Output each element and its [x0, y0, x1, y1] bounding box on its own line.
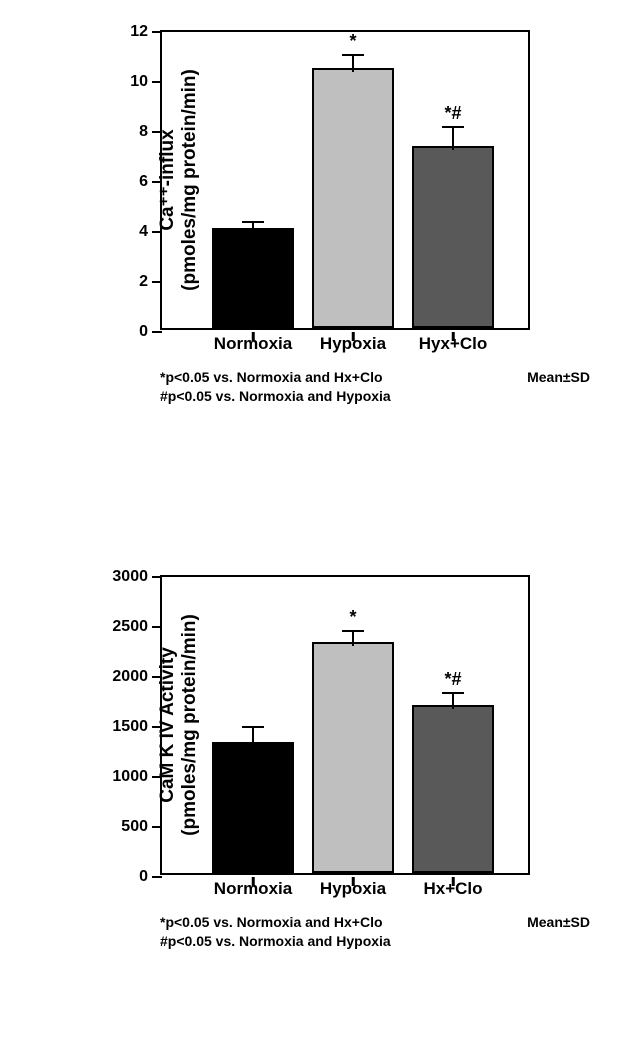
error-cap: [442, 126, 464, 128]
chart-footnotes: *p<0.05 vs. Normoxia and Hx+Clo #p<0.05 …: [160, 913, 590, 951]
error-bar: [452, 693, 454, 709]
significance-marker: *#: [444, 669, 461, 690]
chart-ca-influx: Ca⁺⁺-influx (pmoles/mg protein/min) 0246…: [50, 30, 570, 330]
chart-footnotes: *p<0.05 vs. Normoxia and Hx+Clo #p<0.05 …: [160, 368, 590, 406]
error-cap: [242, 726, 264, 728]
y-tick: [152, 826, 162, 828]
y-tick: [152, 776, 162, 778]
x-label: Hyx+Clo: [419, 334, 488, 354]
footnote-line2: #p<0.05 vs. Normoxia and Hypoxia: [160, 387, 590, 406]
y-tick: [152, 576, 162, 578]
bar: [212, 228, 294, 328]
x-label: Hx+Clo: [423, 879, 482, 899]
error-bar: [252, 727, 254, 746]
footnote-line1: *p<0.05 vs. Normoxia and Hx+Clo: [160, 913, 590, 932]
page: Ca⁺⁺-influx (pmoles/mg protein/min) 0246…: [0, 0, 623, 1050]
plot-area: 050010001500200025003000**#NormoxiaHypox…: [160, 575, 530, 875]
y-tick: [152, 31, 162, 33]
y-tick: [152, 876, 162, 878]
y-tick-label: 12: [130, 23, 148, 41]
y-tick: [152, 331, 162, 333]
bar: [412, 146, 494, 329]
y-tick-label: 0: [139, 868, 148, 886]
y-tick-label: 10: [130, 73, 148, 91]
error-cap: [442, 692, 464, 694]
y-tick-label: 4: [139, 223, 148, 241]
x-labels: Normoxia Hypoxia Hyx+Clo: [162, 328, 528, 356]
error-bar: [352, 631, 354, 646]
error-cap: [242, 221, 264, 223]
mean-sd-label: Mean±SD: [527, 368, 590, 387]
y-tick-label: 500: [121, 818, 148, 836]
x-label: Hypoxia: [320, 879, 386, 899]
y-tick-label: 0: [139, 323, 148, 341]
significance-marker: *: [349, 607, 356, 628]
y-tick-label: 8: [139, 123, 148, 141]
y-tick: [152, 181, 162, 183]
bar: [212, 742, 294, 873]
chart-camk-activity: CaM K IV Activity (pmoles/mg protein/min…: [50, 575, 570, 875]
footnote-line2: #p<0.05 vs. Normoxia and Hypoxia: [160, 932, 590, 951]
y-tick-label: 1000: [112, 768, 148, 786]
y-tick-label: 6: [139, 173, 148, 191]
error-cap: [342, 630, 364, 632]
y-tick: [152, 676, 162, 678]
error-bar: [252, 222, 254, 232]
error-bar: [352, 55, 354, 73]
y-tick: [152, 81, 162, 83]
x-labels: Normoxia Hypoxia Hx+Clo: [162, 873, 528, 901]
x-label: Hypoxia: [320, 334, 386, 354]
bar: [312, 642, 394, 873]
bar: [412, 705, 494, 873]
y-tick-label: 2000: [112, 668, 148, 686]
y-tick-label: 1500: [112, 718, 148, 736]
plot-area: 024681012**#NormoxiaHypoxiaHyx+Clo: [160, 30, 530, 330]
y-tick: [152, 231, 162, 233]
mean-sd-label: Mean±SD: [527, 913, 590, 932]
x-label: Normoxia: [214, 879, 292, 899]
bar: [312, 68, 394, 328]
y-tick: [152, 281, 162, 283]
error-cap: [342, 54, 364, 56]
footnote-line1: *p<0.05 vs. Normoxia and Hx+Clo: [160, 368, 590, 387]
significance-marker: *: [349, 31, 356, 52]
error-bar: [452, 127, 454, 150]
y-tick: [152, 131, 162, 133]
y-tick: [152, 726, 162, 728]
y-tick-label: 2: [139, 273, 148, 291]
x-label: Normoxia: [214, 334, 292, 354]
y-tick-label: 3000: [112, 568, 148, 586]
y-tick: [152, 626, 162, 628]
y-tick-label: 2500: [112, 618, 148, 636]
significance-marker: *#: [444, 103, 461, 124]
